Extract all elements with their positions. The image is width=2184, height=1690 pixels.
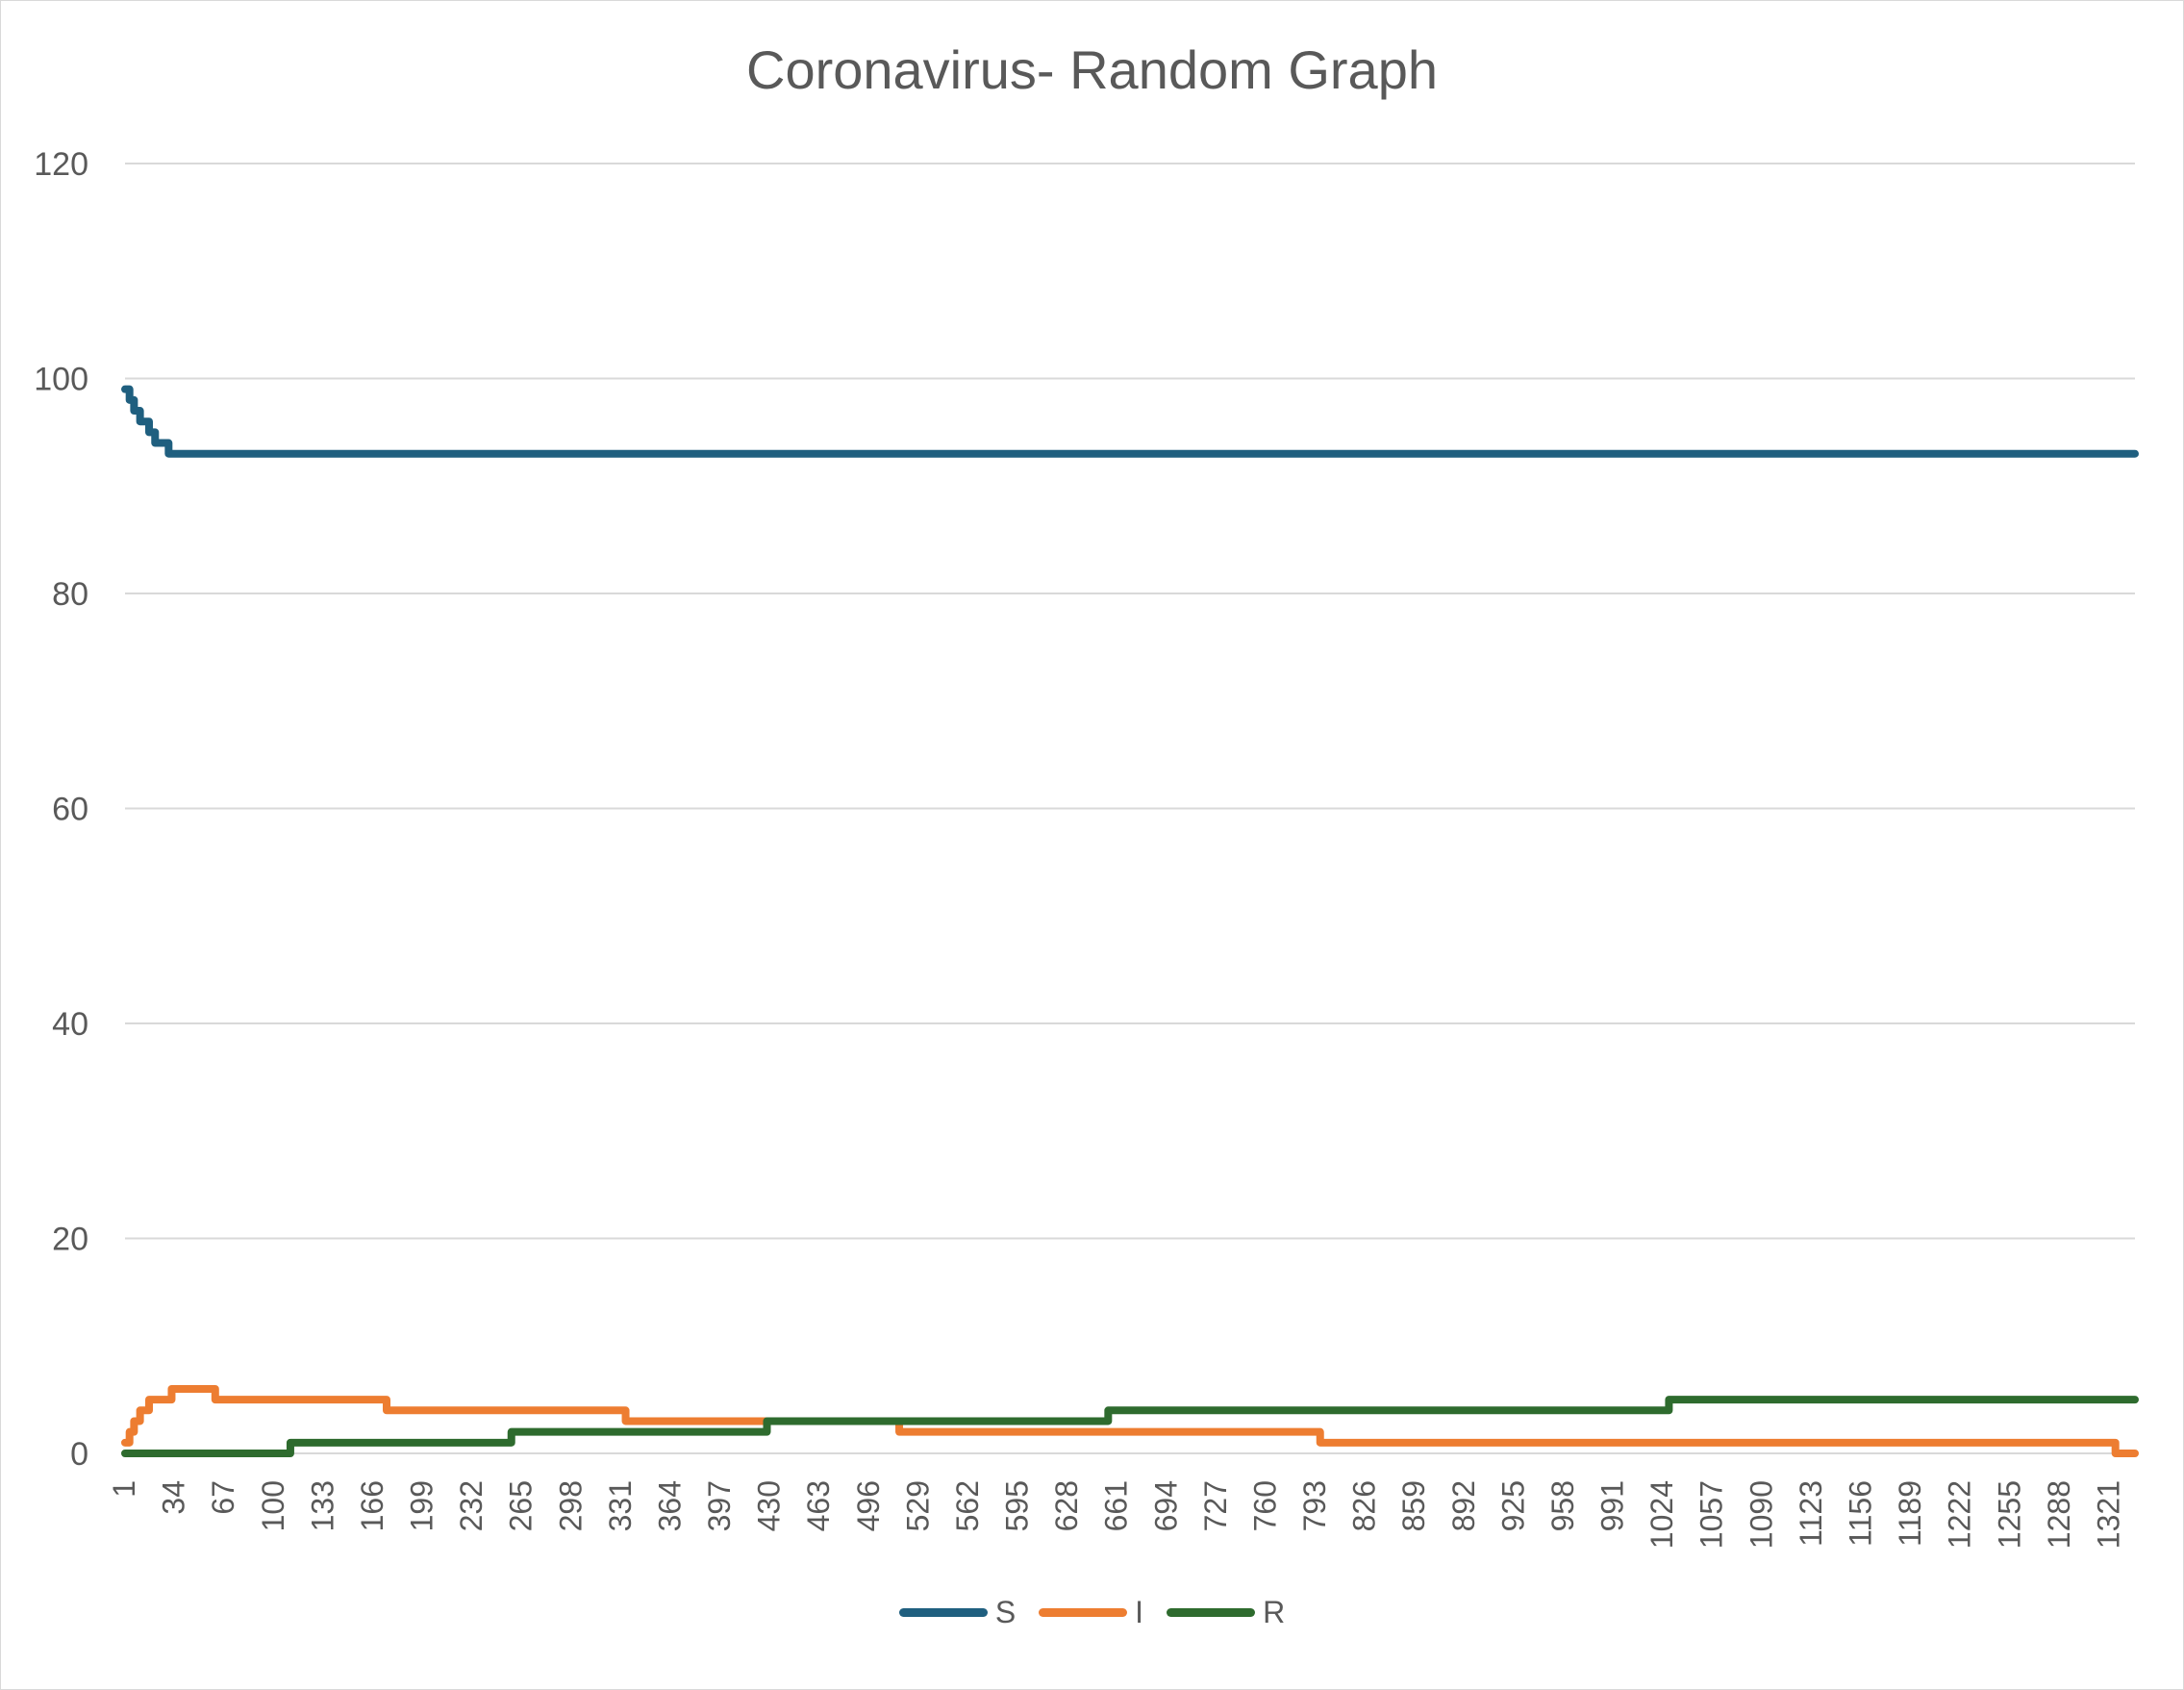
series-line-i	[121, 1384, 2139, 1457]
x-tick-label: 364	[652, 1480, 687, 1531]
x-tick-label: 529	[900, 1480, 935, 1531]
legend-label: R	[1263, 1595, 1286, 1629]
x-tick-label: 1321	[2091, 1480, 2125, 1549]
x-tick-label: 1189	[1893, 1480, 1927, 1547]
y-tick-label: 20	[52, 1222, 88, 1258]
x-tick-label: 562	[950, 1480, 985, 1531]
y-tick-label: 120	[34, 146, 88, 183]
series-line-r	[121, 1396, 2139, 1457]
x-tick-label: 34	[157, 1480, 191, 1515]
x-tick-label: 1090	[1744, 1480, 1778, 1549]
gridlines	[125, 163, 2135, 1454]
x-tick-label: 166	[355, 1480, 389, 1531]
x-tick-label: 595	[1000, 1480, 1035, 1531]
x-tick-label: 991	[1595, 1480, 1630, 1531]
x-tick-label: 628	[1049, 1480, 1084, 1531]
legend-swatch	[1039, 1608, 1128, 1617]
x-tick-label: 232	[454, 1480, 489, 1531]
x-tick-label: 133	[305, 1480, 339, 1531]
x-tick-label: 463	[801, 1480, 836, 1531]
x-tick-label: 100	[256, 1480, 290, 1531]
chart-title: Coronavirus- Random Graph	[746, 39, 1438, 100]
x-tick-label: 694	[1148, 1480, 1183, 1531]
x-tick-label: 859	[1396, 1480, 1431, 1531]
x-tick-label: 727	[1198, 1480, 1233, 1531]
x-tick-label: 496	[851, 1480, 886, 1531]
x-tick-label: 1123	[1794, 1480, 1828, 1547]
legend-swatch	[898, 1608, 988, 1617]
x-tick-label: 925	[1495, 1480, 1530, 1531]
x-tick-label: 298	[553, 1480, 588, 1531]
x-tick-label: 430	[752, 1480, 787, 1531]
x-tick-label: 826	[1347, 1480, 1382, 1531]
legend-item-s: S	[898, 1595, 1017, 1630]
x-tick-label: 892	[1446, 1480, 1481, 1531]
y-axis-ticks: 0 20 40 60 80 100 120	[34, 146, 88, 1473]
x-tick-label: 397	[702, 1480, 737, 1531]
x-tick-label: 1024	[1644, 1480, 1679, 1549]
x-tick-label: 958	[1545, 1480, 1580, 1531]
y-tick-label: 80	[52, 576, 88, 613]
x-tick-label: 661	[1099, 1480, 1134, 1531]
legend-item-r: R	[1167, 1595, 1285, 1630]
legend-label: S	[994, 1595, 1017, 1629]
x-axis-ticks: 1 34 67 100 133 166 199 232 265 298 331 364 397 430 46…	[107, 1480, 2125, 1549]
x-tick-label: 793	[1297, 1480, 1332, 1531]
x-tick-label: 1288	[2042, 1480, 2076, 1549]
series-line-s	[121, 385, 2139, 458]
x-tick-label: 331	[603, 1480, 638, 1531]
series-lines	[121, 385, 2139, 1457]
x-tick-label: 265	[504, 1480, 539, 1531]
x-tick-label: 1	[107, 1480, 141, 1498]
x-tick-label: 1255	[1992, 1480, 2026, 1549]
y-tick-label: 40	[52, 1006, 88, 1043]
y-tick-label: 0	[70, 1436, 88, 1473]
legend-item-i: I	[1039, 1595, 1143, 1630]
x-tick-label: 760	[1247, 1480, 1282, 1531]
x-tick-label: 67	[206, 1480, 240, 1515]
x-tick-label: 199	[405, 1480, 439, 1531]
x-tick-label: 1222	[1943, 1480, 1977, 1549]
legend-label: I	[1135, 1595, 1144, 1629]
y-tick-label: 100	[34, 362, 88, 398]
legend-swatch	[1167, 1608, 1256, 1617]
x-tick-label: 1156	[1843, 1480, 1877, 1547]
x-tick-label: 1057	[1694, 1480, 1729, 1549]
y-tick-label: 60	[52, 792, 88, 828]
